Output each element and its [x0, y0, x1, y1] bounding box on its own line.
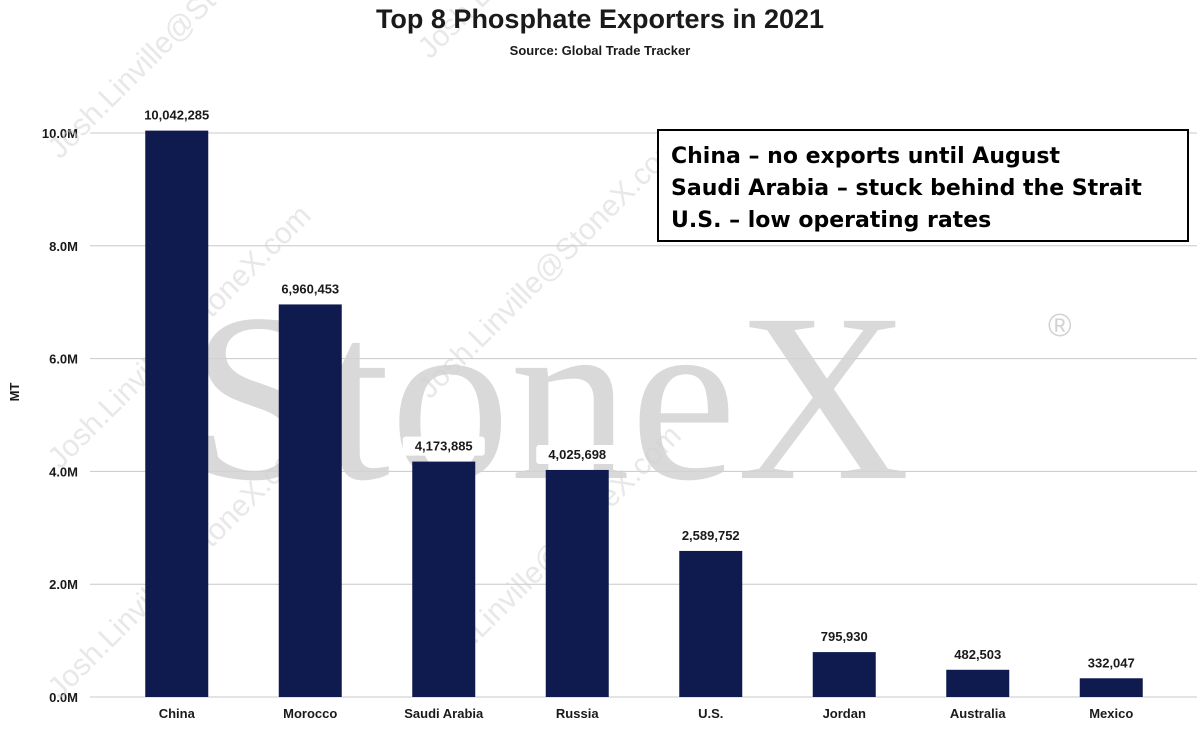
data-label: 482,503	[954, 647, 1001, 662]
bar-russia	[545, 469, 609, 697]
bar-morocco	[278, 304, 342, 697]
data-label: 795,930	[821, 629, 868, 644]
y-tick-label: 2.0M	[49, 577, 78, 592]
x-tick-label: Russia	[556, 706, 599, 721]
x-tick-label: Morocco	[283, 706, 337, 721]
data-label-background	[669, 525, 752, 545]
annotation-china: China – no exports until August	[671, 144, 1060, 169]
x-tick-label: Jordan	[823, 706, 866, 721]
x-tick-label: Mexico	[1089, 706, 1133, 721]
y-tick-label: 10.0M	[42, 126, 78, 141]
data-label-background	[811, 627, 878, 647]
data-label-background	[536, 444, 619, 464]
chart-subtitle: Source: Global Trade Tracker	[509, 43, 691, 58]
y-tick-label: 4.0M	[49, 464, 78, 479]
watermark-registered-mark: ®	[1048, 307, 1072, 343]
annotation-saudi-arabia: Saudi Arabia – stuck behind the Strait	[671, 176, 1142, 201]
data-label: 4,173,885	[415, 439, 473, 454]
data-label-background	[944, 644, 1011, 664]
data-label-background	[402, 436, 485, 456]
bar-australia	[946, 669, 1010, 697]
y-tick-label: 0.0M	[49, 690, 78, 705]
y-tick-label: 6.0M	[49, 352, 78, 367]
x-tick-label: Australia	[950, 706, 1006, 721]
data-label-background	[269, 279, 352, 299]
data-label: 4,025,698	[548, 447, 606, 462]
y-tick-label: 8.0M	[49, 239, 78, 254]
annotation-us: U.S. – low operating rates	[671, 208, 992, 233]
chart-title: Top 8 Phosphate Exporters in 2021	[375, 4, 825, 34]
x-tick-label: China	[159, 706, 196, 721]
bar-jordan	[812, 652, 876, 697]
data-label: 332,047	[1088, 655, 1135, 670]
bar-mexico	[1079, 678, 1143, 697]
y-axis-label: MT	[7, 383, 22, 402]
bar-china	[145, 130, 209, 698]
annotation-box: China – no exports until August Saudi Ar…	[657, 129, 1189, 242]
data-label-background	[131, 105, 222, 125]
bar-u-s	[679, 550, 743, 697]
data-label-background	[1078, 653, 1145, 673]
data-label: 6,960,453	[281, 281, 339, 296]
x-tick-label: U.S.	[698, 706, 723, 721]
data-label: 2,589,752	[682, 528, 740, 543]
x-tick-label: Saudi Arabia	[404, 706, 484, 721]
data-label: 10,042,285	[144, 108, 209, 123]
bar-saudi-arabia	[412, 461, 476, 697]
